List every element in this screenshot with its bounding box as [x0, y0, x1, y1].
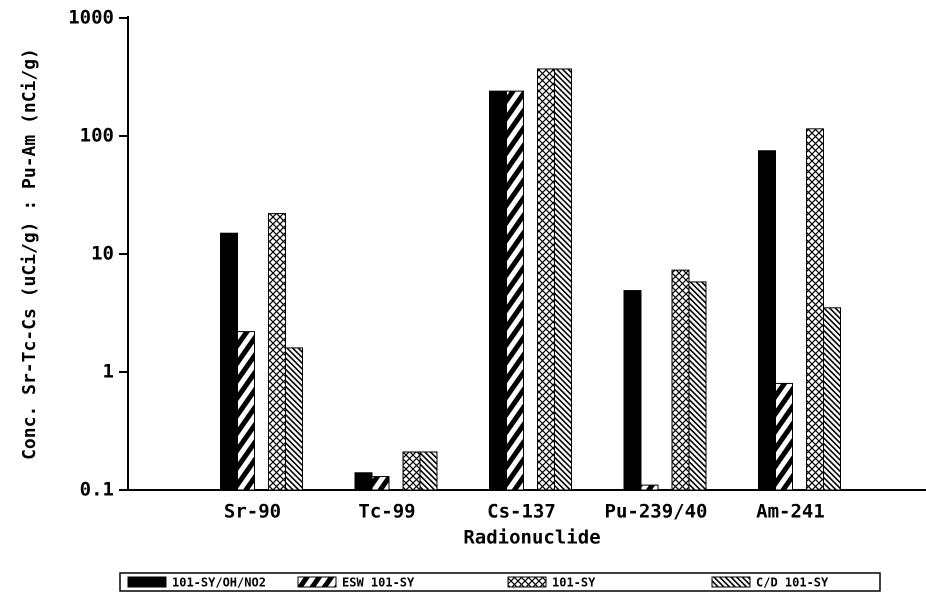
y-tick-label: 100 — [80, 125, 114, 147]
y-tick-label: 10 — [91, 243, 114, 265]
x-tick-label: Pu-239/40 — [605, 501, 708, 523]
x-tick-label: Am-241 — [756, 501, 825, 523]
bar — [688, 281, 707, 491]
bar — [823, 307, 841, 491]
y-tick-label: 1 — [103, 361, 114, 383]
legend-label: C/D 101-SY — [756, 576, 829, 590]
bar — [371, 476, 390, 491]
bar — [402, 451, 421, 491]
x-axis-label: Radionuclide — [463, 527, 600, 549]
legend-swatch — [127, 576, 167, 588]
bar — [419, 451, 438, 491]
legend-label: 101-SY/OH/NO2 — [172, 576, 266, 590]
bar — [354, 472, 373, 491]
bar — [537, 68, 555, 491]
legend-box — [119, 572, 881, 592]
legend-label: ESW 101-SY — [342, 576, 415, 590]
x-tick-label: Tc-99 — [358, 501, 415, 523]
bar — [775, 382, 793, 491]
bar — [237, 331, 255, 491]
bar — [758, 150, 776, 491]
y-axis-label: Conc. Sr-Tc-Cs (uCi/g) : Pu-Am (nCi/g) — [19, 48, 40, 460]
bar — [806, 128, 824, 491]
x-tick-label: Cs-137 — [487, 501, 556, 523]
bar — [506, 90, 524, 491]
legend-label: 101-SY — [552, 576, 596, 590]
bar — [671, 269, 690, 491]
y-tick-label: 0.1 — [80, 479, 114, 501]
bar — [285, 347, 303, 491]
bar — [220, 232, 238, 491]
legend-swatch — [711, 576, 751, 588]
legend-swatch — [507, 576, 547, 588]
bar — [640, 484, 659, 491]
bar — [554, 68, 572, 491]
y-tick-label: 1000 — [68, 7, 114, 29]
bar — [268, 213, 286, 491]
x-tick-label: Sr-90 — [224, 501, 281, 523]
bar — [489, 90, 507, 491]
legend-swatch — [297, 576, 337, 588]
bar — [623, 290, 642, 491]
